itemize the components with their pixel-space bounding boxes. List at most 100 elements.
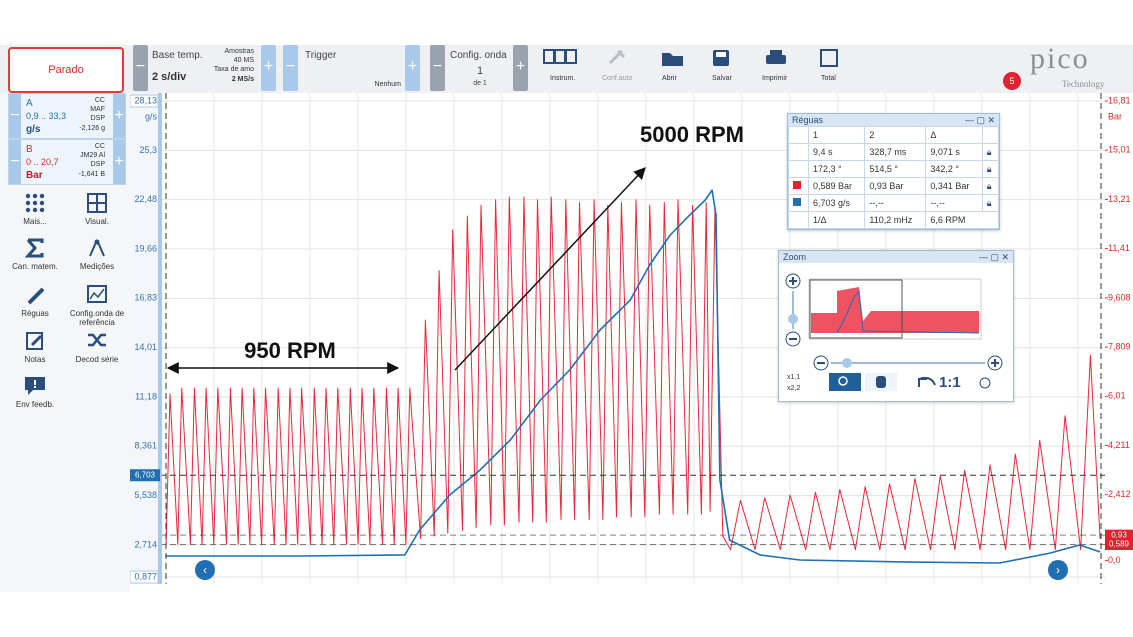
zoom-slider-thumb[interactable] [788, 314, 798, 324]
sidebar-label: Config.onda de referência [69, 309, 125, 327]
y-tick-label: 5,538 [134, 490, 157, 500]
y-tick-label: 25,3 [139, 145, 157, 155]
scroll-left-button[interactable]: ‹ [195, 560, 215, 580]
y2-tick-label: 11,41 [1108, 243, 1130, 253]
zoom-tool-button[interactable] [829, 373, 861, 391]
increase-button[interactable]: + [405, 45, 420, 91]
button-label[interactable]: Abrir [662, 75, 677, 82]
timebase-group: − Base temp. 2 s/div Amostras 40 MS Taxa… [133, 45, 276, 93]
waveform-count: de 1 [473, 80, 487, 87]
sidebar-item[interactable]: Mais... [4, 193, 66, 226]
increase-button[interactable]: + [113, 94, 125, 138]
sidebar-item[interactable]: Réguas [4, 285, 66, 318]
cell [788, 126, 809, 144]
sidebar-item[interactable]: Env feedb. [4, 376, 66, 409]
decrease-button[interactable]: − [9, 140, 21, 184]
trace [165, 189, 1101, 564]
sidebar-item[interactable]: Can. matem. [4, 238, 66, 271]
button-label[interactable]: Instrum. [550, 75, 576, 82]
channel-b-panel[interactable]: − B 0 .. 20,7 Bar CC JM29 Al DSP -1,641 … [8, 139, 126, 185]
table-row: 1/Δ 110,2 mHz 6,6 RPM [788, 211, 999, 229]
lock-icon[interactable]: 🔒︎ [981, 177, 1000, 195]
y-tick-label: 19,66 [134, 243, 157, 253]
sidebar-label: Env feedb. [15, 400, 55, 409]
lock-icon[interactable]: 🔒︎ [981, 160, 1000, 178]
increase-button[interactable]: + [113, 140, 125, 184]
info-button[interactable] [979, 377, 991, 389]
sidebar-item[interactable]: Decod série [66, 331, 128, 364]
reference-icon [87, 285, 107, 303]
y-tick-label: 22,48 [134, 194, 157, 204]
notification-badge[interactable]: 5 [1003, 72, 1021, 90]
probe: JM29 Al [80, 152, 105, 159]
channel-unit: Bar [26, 170, 43, 181]
y2-tick-label: 16,81 [1108, 95, 1131, 105]
cell: 172,3 ° [807, 160, 866, 178]
channel-id: B [26, 144, 33, 155]
autoset-icon[interactable] [608, 49, 626, 65]
zoom-level: x2,2 [787, 385, 800, 392]
window-controls[interactable]: — ▢ ✕ [978, 252, 1009, 262]
zoom-reset[interactable]: 1:1 [939, 374, 961, 391]
run-stop-button[interactable]: Parado [8, 47, 124, 93]
increase-button[interactable]: + [261, 45, 276, 91]
zoom-panel: Zoom — ▢ ✕ x1,1 x2,2 1:1 [778, 250, 1014, 402]
cell [788, 177, 809, 195]
timebase-value: 2 s/div [152, 71, 187, 83]
sidebar-item[interactable]: Visual. [66, 193, 128, 226]
sidebar-item[interactable]: Medições [66, 238, 128, 271]
button-label[interactable]: Imprimir [762, 75, 788, 82]
toolbar-button-labels: Instrum. Conf.auto Abrir Salvar Imprimir… [540, 75, 850, 87]
overview-viewport[interactable] [809, 279, 903, 339]
coupling: CC [94, 143, 105, 150]
lock-icon[interactable]: 🔒︎ [981, 194, 1000, 212]
print-icon[interactable] [766, 55, 786, 64]
dsp: DSP [90, 115, 105, 122]
button-label[interactable]: Salvar [712, 75, 732, 82]
cell: 2 [864, 126, 927, 144]
decrease-button[interactable]: − [9, 94, 21, 138]
magnifier-glyph [838, 376, 848, 386]
notes-icon [26, 332, 43, 350]
zoom-full-icon[interactable] [820, 49, 838, 67]
increase-button[interactable]: + [513, 45, 528, 91]
decrease-button[interactable]: − [283, 45, 298, 91]
open-icon[interactable] [662, 53, 683, 66]
y2-tick-label: 2,412 [1108, 489, 1131, 499]
table-row: 0,589 Bar 0,93 Bar 0,341 Bar 🔒︎ [788, 177, 1000, 195]
cell: 6,6 RPM [925, 211, 999, 229]
undo-glyph[interactable] [918, 376, 936, 387]
rate-label: Taxa de amo [213, 66, 254, 73]
marker-tag [1105, 538, 1133, 550]
channel-range: 0,9 .. 33,3 [26, 111, 67, 121]
decrease-button[interactable]: − [430, 45, 445, 91]
panel-title: Zoom [783, 252, 807, 262]
save-icon-slot [716, 52, 726, 57]
instrum-icon[interactable] [543, 49, 577, 64]
scroll-right-button[interactable]: › [1048, 560, 1068, 580]
y2-axis-unit: Bar [1108, 111, 1122, 121]
ruler-icon [27, 287, 45, 305]
channel-swatch [793, 198, 801, 206]
lock-icon[interactable]: 🔒︎ [981, 143, 1000, 161]
samples-label: Amostras [224, 48, 254, 55]
table-row: 172,3 ° 514,5 ° 342,2 ° 🔒︎ [788, 160, 1000, 178]
sidebar-item[interactable]: Config.onda de referência [66, 285, 128, 327]
waveform-index: 1 [476, 65, 484, 77]
cell: Δ [925, 126, 983, 144]
marker-label: 0,589 [1109, 540, 1130, 549]
cell [788, 211, 809, 229]
sidebar-label: Réguas [21, 309, 49, 318]
window-controls[interactable]: — ▢ ✕ [964, 115, 995, 125]
sidebar-item[interactable]: Notas [4, 331, 66, 364]
decrease-button[interactable]: − [133, 45, 148, 91]
button-label[interactable]: Total [821, 75, 836, 82]
pan-slider-thumb[interactable] [842, 358, 852, 368]
plus-glyph [991, 359, 999, 367]
y2-tick-label: 15,01 [1108, 145, 1131, 155]
logo-subtitle: Technology [1062, 79, 1105, 89]
channel-a-panel[interactable]: − A 0,9 .. 33,3 g/s CC MAF DSP -2,126 g … [8, 93, 126, 139]
button-label[interactable]: Conf.auto [602, 75, 633, 82]
